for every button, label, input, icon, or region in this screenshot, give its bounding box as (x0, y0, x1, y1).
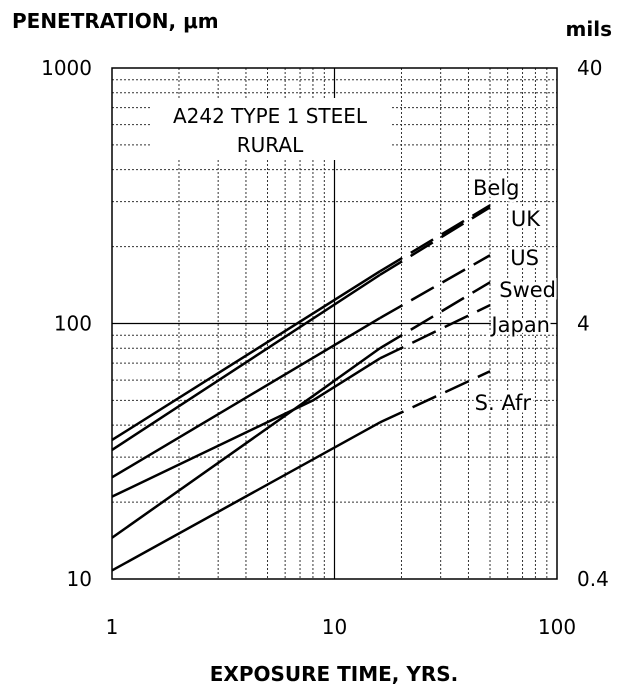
chart-title-line-1: A242 TYPE 1 STEEL (173, 104, 368, 128)
series-line-s-afr (111, 421, 381, 572)
series-labels: Belg UK US Swed Japan S. Afr (471, 174, 559, 418)
plot-frame (111, 67, 558, 580)
series-extrapolation-s-afr (379, 370, 491, 424)
series-extrapolation-uk (379, 206, 491, 276)
y2-tick-label: 0.4 (577, 567, 609, 591)
series-label-s-afr: S. Afr (475, 391, 532, 415)
tick-labels: 10 100 1000 0.4 4 40 1 10 100 (41, 56, 609, 639)
series-extrapolation-belg (379, 204, 491, 273)
y-tick-label: 100 (54, 312, 92, 336)
series-lines (111, 204, 491, 572)
series-line-uk (111, 273, 381, 451)
series-label-swed: Swed (499, 278, 556, 302)
series-extrapolation-us (379, 254, 491, 320)
series-extrapolation-japan (379, 304, 491, 360)
series-label-us: US (510, 246, 539, 270)
y-axis-label: PENETRATION, μm (12, 9, 219, 33)
series-label-japan: Japan (489, 313, 550, 337)
series-extrapolation-swed (379, 281, 491, 350)
series-line-us (111, 317, 381, 479)
chart-title-background (150, 98, 392, 160)
series-line-swed (111, 347, 381, 539)
series-line-japan (111, 357, 381, 498)
x-axis-label: EXPOSURE TIME, YRS. (210, 662, 459, 686)
chart-title-line-2: RURAL (237, 133, 304, 157)
y-tick-label: 1000 (41, 56, 92, 80)
x-tick-label: 1 (106, 615, 119, 639)
y2-tick-label: 40 (577, 56, 602, 80)
series-line-belg (111, 270, 381, 442)
y-tick-label: 10 (67, 567, 92, 591)
series-label-uk: UK (511, 207, 541, 231)
y2-axis-label: mils (566, 17, 612, 41)
y2-tick-label: 4 (577, 312, 590, 336)
series-label-belg: Belg (473, 176, 520, 200)
x-tick-label: 100 (538, 615, 576, 639)
x-tick-label: 10 (322, 615, 347, 639)
